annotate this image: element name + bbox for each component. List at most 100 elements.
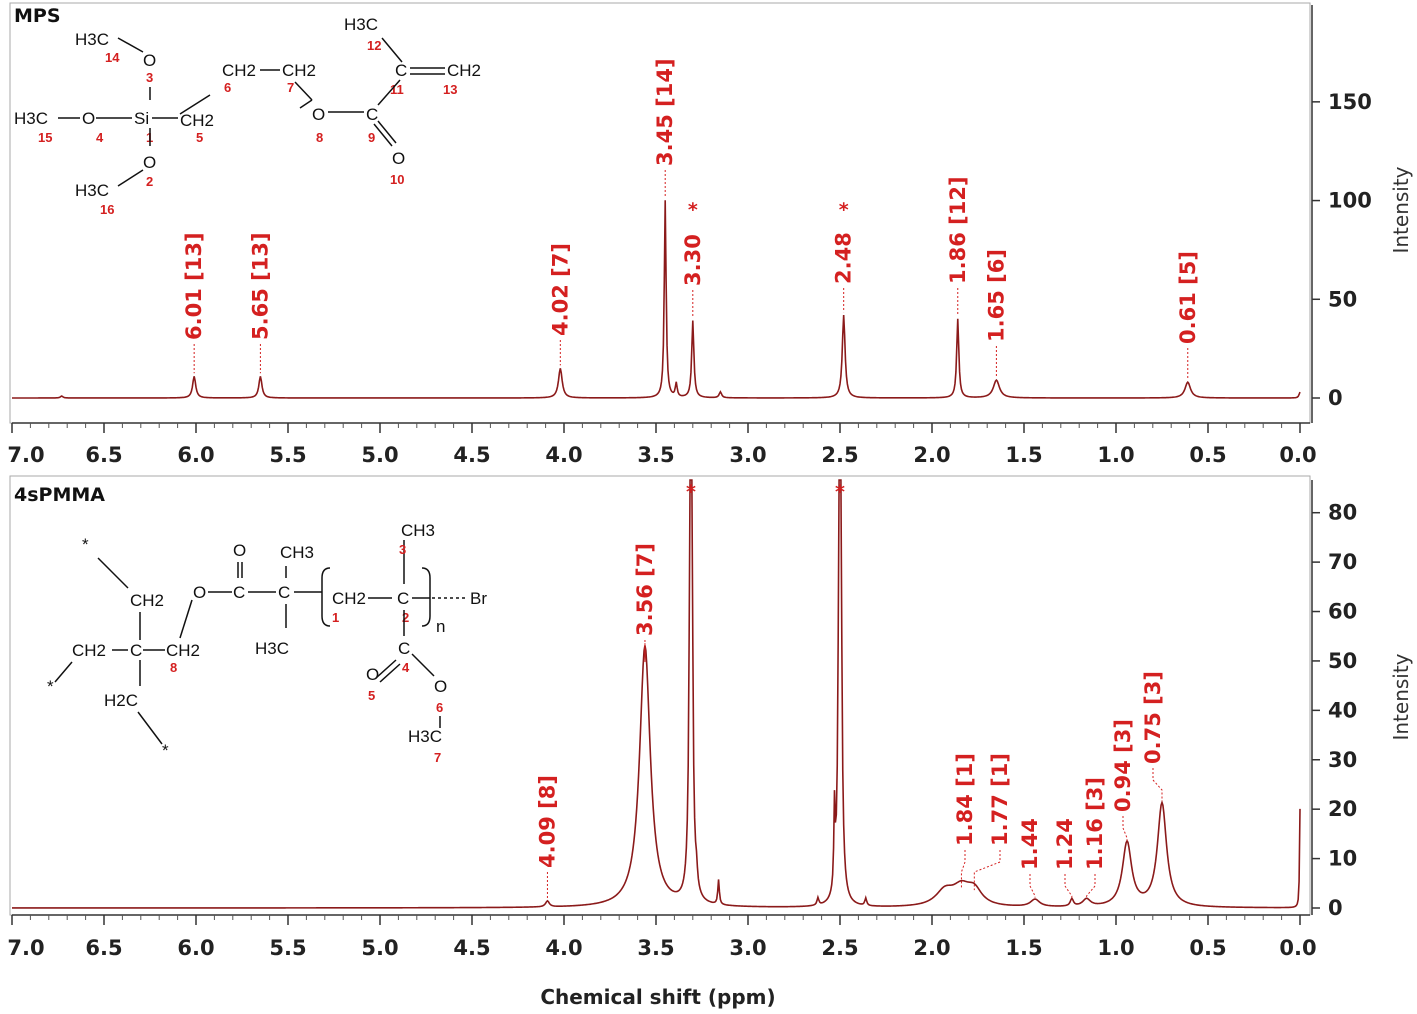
y-tick-label: 70 <box>1328 550 1357 574</box>
mps-num-15: 15 <box>38 130 52 145</box>
mps-ylabel: Intensity <box>1389 166 1413 253</box>
x-tick-label: 5.0 <box>361 443 398 467</box>
peak-leader <box>1086 874 1096 898</box>
x-tick-label: 1.5 <box>1005 443 1042 467</box>
x-tick-label: 6.0 <box>177 443 214 467</box>
pmma-num-4: 4 <box>402 660 410 675</box>
mps-atom-h3c-12: H3C <box>344 15 378 34</box>
peak-label: 1.24 <box>1053 818 1077 870</box>
x-tick-label: 1.5 <box>1005 936 1042 960</box>
mps-atom-ch2-7: CH2 <box>282 61 316 80</box>
mps-atom-h3c-15: H3C <box>14 109 48 128</box>
pmma-atom-ch2-top: CH2 <box>130 591 164 610</box>
x-tick-label: 0.0 <box>1279 936 1316 960</box>
spectrum-trace <box>12 479 1301 909</box>
x-tick-label: 2.0 <box>913 936 950 960</box>
x-tick-label: 2.5 <box>821 443 858 467</box>
peak-label: 6.01 [13] <box>182 232 206 340</box>
peak-label: 4.09 [8] <box>535 775 559 868</box>
mps-num-9: 9 <box>368 130 375 145</box>
mps-atom-ch2-13: CH2 <box>447 61 481 80</box>
y-tick-label: 10 <box>1328 847 1357 871</box>
mps-num-4: 4 <box>96 130 104 145</box>
mps-atom-c-9: C <box>366 105 378 124</box>
mps-spectrum-panel: 0 50 100 150 7.0 6.5 6.0 5.5 5.0 4.5 4.0 3.5 3.0 2.5 2… <box>7 5 1372 467</box>
peak-leader <box>973 850 1001 891</box>
pmma-num-7: 7 <box>434 750 441 765</box>
pmma-atom-o-ester: O <box>193 583 206 602</box>
mps-structure: H3C 14 O 3 CH2 6 CH2 7 H3C 12 C 11 CH2 1… <box>14 15 481 217</box>
peak-leader <box>1029 874 1036 898</box>
y-tick-label: 20 <box>1328 797 1357 821</box>
mps-atom-ch2-5: CH2 <box>180 111 214 130</box>
pmma-num-3: 3 <box>399 542 406 557</box>
pmma-spectrum-panel: 0 10 20 30 40 50 60 70 80 7.0 6.5 6.0 5.5 5.0 4.5 4.0 3.… <box>7 479 1357 960</box>
x-tick-label: 5.5 <box>269 936 306 960</box>
x-axis-title: Chemical shift (ppm) <box>540 985 775 1009</box>
peak-label: 1.84 [1] <box>953 753 977 846</box>
solvent-asterisk: * <box>686 481 696 503</box>
peak-leader <box>1122 816 1128 841</box>
peak-label: 1.16 [3] <box>1083 777 1107 870</box>
pmma-atom-c-4: C <box>398 639 410 658</box>
peak-label: 0.75 [3] <box>1141 671 1165 764</box>
pmma-atom-o-carbonyl: O <box>233 541 246 560</box>
peak-label: 1.86 [12] <box>946 176 970 284</box>
mps-num-7: 7 <box>287 80 294 95</box>
mps-num-12: 12 <box>367 38 381 53</box>
pmma-atom-o-6: O <box>434 677 447 696</box>
pmma-atom-o-5: O <box>366 665 379 684</box>
x-tick-label: 7.0 <box>7 936 44 960</box>
mps-atom-c-11: C <box>395 61 407 80</box>
mps-atom-si-1: Si <box>134 109 149 128</box>
mps-atom-h3c-14: H3C <box>75 30 109 49</box>
x-tick-label: 5.5 <box>269 443 306 467</box>
mps-num-5: 5 <box>196 130 203 145</box>
mps-atom-o-3: O <box>143 51 156 70</box>
mps-num-14: 14 <box>105 50 120 65</box>
pmma-atom-ch2-1: CH2 <box>332 589 366 608</box>
pmma-atom-h2c: H2C <box>104 691 138 710</box>
peak-label: 0.61 [5] <box>1176 251 1200 344</box>
pmma-atom-c-quat: C <box>278 583 290 602</box>
x-tick-label: 1.0 <box>1097 936 1134 960</box>
pmma-title: 4sPMMA <box>14 484 105 506</box>
x-tick-label: 6.5 <box>85 936 122 960</box>
x-tick-label: 2.0 <box>913 443 950 467</box>
x-tick-label: 3.5 <box>637 443 674 467</box>
y-tick-label: 40 <box>1328 698 1357 722</box>
spectrum-trace <box>12 200 1301 399</box>
peak-label: 0.94 [3] <box>1111 719 1135 812</box>
mps-num-3: 3 <box>146 70 153 85</box>
pmma-atom-ch2-left: CH2 <box>72 641 106 660</box>
peak-leader <box>960 850 966 888</box>
pmma-atom-c-2: C <box>397 589 409 608</box>
mps-title: MPS <box>14 5 61 27</box>
x-tick-label: 0.0 <box>1279 443 1316 467</box>
pmma-ylabel: Intensity <box>1389 653 1413 740</box>
x-tick-label: 5.0 <box>361 936 398 960</box>
pmma-star-1: * <box>82 535 89 554</box>
mps-atom-ch2-6: CH2 <box>222 61 256 80</box>
x-tick-label: 4.0 <box>545 936 582 960</box>
y-tick-label: 0 <box>1328 386 1343 410</box>
solvent-asterisk: * <box>839 199 849 221</box>
pmma-num-8: 8 <box>170 660 177 675</box>
x-tick-label: 6.0 <box>177 936 214 960</box>
pmma-atom-br: Br <box>470 589 487 608</box>
y-tick-label: 50 <box>1328 649 1357 673</box>
x-tick-label: 3.0 <box>729 443 766 467</box>
mps-atom-o-8: O <box>312 105 325 124</box>
pmma-star-2: * <box>47 677 54 696</box>
mps-num-2: 2 <box>146 174 153 189</box>
x-tick-label: 0.5 <box>1189 443 1226 467</box>
pmma-structure: * CH2 CH2 C CH2 8 * H2C * O C O C CH3 H3… <box>47 521 487 765</box>
peak-label: 1.77 [1] <box>988 753 1012 846</box>
mps-num-16: 16 <box>100 202 114 217</box>
pmma-num-2: 2 <box>402 610 409 625</box>
mps-num-6: 6 <box>224 80 231 95</box>
pmma-atom-n: n <box>436 617 445 636</box>
x-tick-label: 7.0 <box>7 443 44 467</box>
pmma-num-5: 5 <box>368 688 375 703</box>
